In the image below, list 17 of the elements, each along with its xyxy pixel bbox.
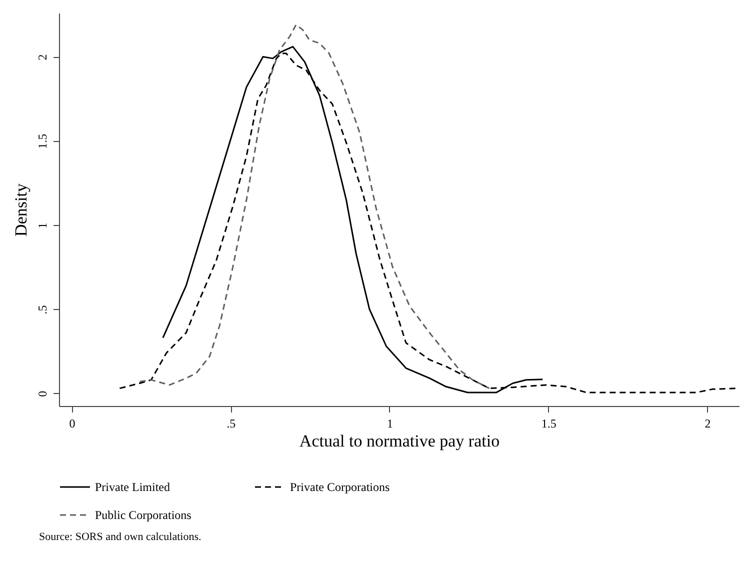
legend-label: Public Corporations	[95, 508, 192, 522]
x-tick-label: 1.5	[541, 416, 556, 430]
y-tick-label: 1	[36, 222, 50, 229]
x-tick-label: 1	[386, 416, 393, 430]
legend-label: Private Corporations	[290, 480, 390, 494]
x-tick-label: 0	[69, 416, 76, 430]
x-tick-label: .5	[226, 416, 236, 430]
y-tick-label: 2	[36, 54, 50, 60]
y-tick-label: 0	[36, 390, 50, 397]
y-axis-title: Density	[12, 183, 30, 236]
y-tick-label: .5	[36, 305, 50, 314]
legend-label: Private Limited	[95, 480, 170, 494]
source-note: Source: SORS and own calculations.	[39, 531, 202, 543]
x-axis-title: Actual to normative pay ratio	[299, 432, 500, 450]
line-series	[138, 24, 490, 390]
x-tick-label: 2	[704, 416, 711, 430]
y-tick-label: 1.5	[36, 134, 50, 149]
